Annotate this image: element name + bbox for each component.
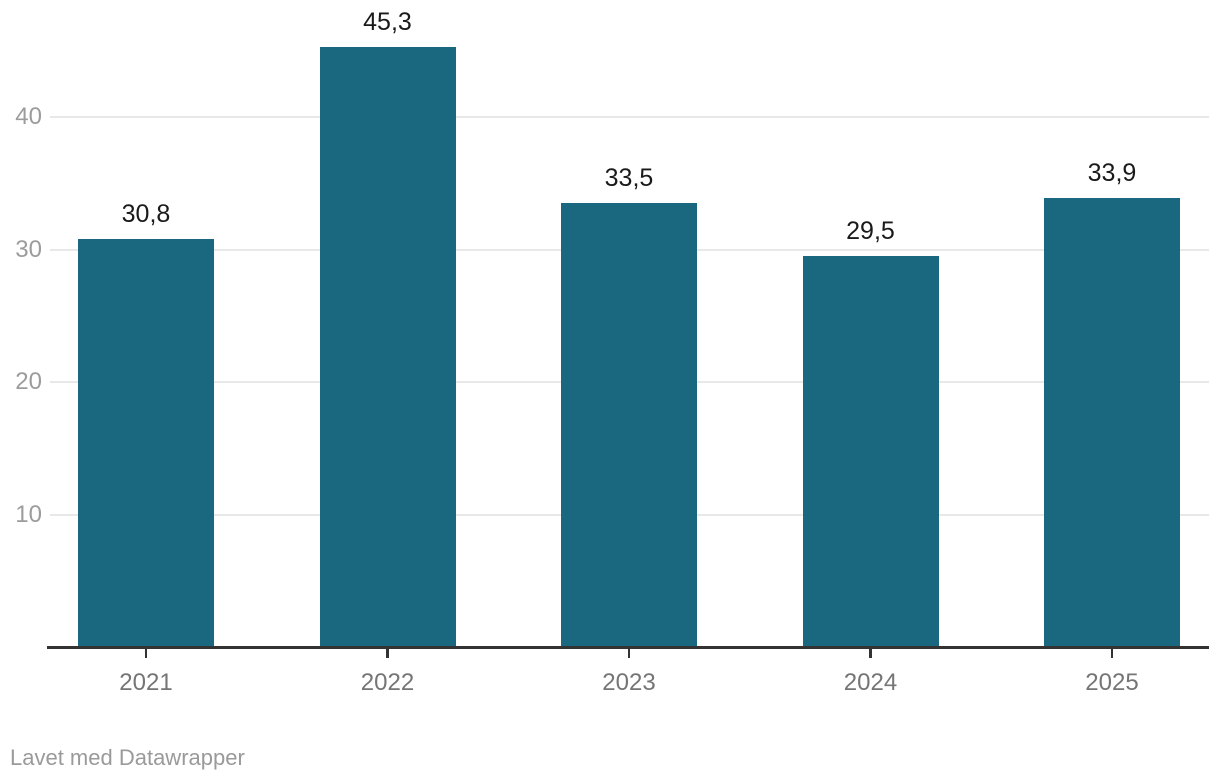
bar-value-label: 33,5 — [604, 164, 654, 193]
y-axis-tick-label: 20 — [15, 368, 42, 395]
x-axis-tick — [627, 649, 631, 658]
y-axis-tick-label: 40 — [15, 103, 42, 130]
bar-value-label: 33,9 — [1087, 158, 1137, 187]
x-axis-tick — [386, 649, 389, 658]
gridline — [50, 116, 1209, 118]
x-axis-tick — [869, 649, 872, 658]
bar — [561, 203, 697, 647]
x-axis-category-label: 2023 — [602, 669, 656, 696]
bar — [1044, 197, 1180, 647]
x-axis-category-label: 2025 — [1085, 669, 1139, 696]
bar-value-label: 29,5 — [846, 217, 895, 246]
x-axis-tick — [1110, 649, 1114, 658]
bar — [319, 46, 456, 647]
x-axis-category-label: 2024 — [843, 669, 898, 696]
x-axis-category-label: 2021 — [119, 669, 173, 696]
bar-value-label: 45,3 — [363, 7, 412, 36]
datawrapper-attribution-link[interactable]: Lavet med Datawrapper — [10, 745, 245, 770]
x-axis-line — [47, 646, 1209, 649]
x-axis-category-label: 2022 — [360, 669, 415, 696]
bar — [802, 256, 939, 647]
bar — [78, 238, 214, 647]
y-axis-tick-label: 30 — [15, 235, 42, 263]
x-axis-tick — [144, 649, 148, 658]
y-axis-tick-label: 10 — [15, 500, 42, 528]
bar-value-label: 30,8 — [121, 199, 171, 228]
